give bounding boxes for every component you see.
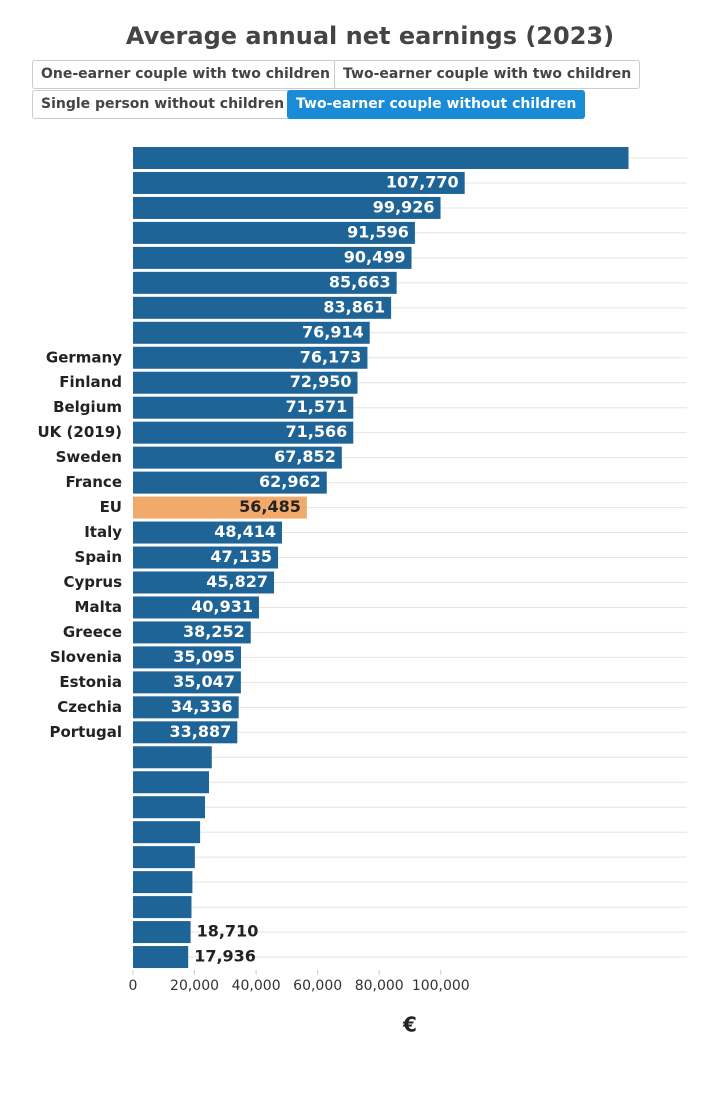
value-label: 90,499 bbox=[344, 247, 406, 266]
bar bbox=[133, 471, 327, 494]
bar bbox=[133, 147, 629, 169]
bar bbox=[133, 696, 239, 719]
bar bbox=[133, 621, 251, 644]
value-label: 91,596 bbox=[347, 222, 409, 241]
x-tick-label: 0 bbox=[129, 978, 138, 994]
y-tick-label: Germany bbox=[46, 348, 122, 366]
value-label: 47,135 bbox=[210, 547, 272, 566]
value-label: 99,926 bbox=[373, 197, 435, 216]
bar bbox=[133, 221, 415, 244]
value-label: 35,095 bbox=[173, 647, 235, 666]
value-label: 18,710 bbox=[197, 922, 259, 941]
bar bbox=[133, 946, 189, 969]
y-tick-label: Greece bbox=[63, 623, 122, 641]
bar bbox=[133, 496, 307, 519]
value-label: 71,571 bbox=[286, 397, 348, 416]
y-tick-label: France bbox=[65, 473, 122, 491]
value-label: 76,914 bbox=[302, 322, 364, 341]
bar bbox=[133, 646, 242, 669]
y-tick-label: Portugal bbox=[49, 723, 122, 741]
y-tick-label: Malta bbox=[75, 598, 122, 616]
bar bbox=[133, 446, 342, 469]
bar bbox=[133, 871, 193, 894]
bar bbox=[133, 371, 358, 394]
value-label: 33,887 bbox=[170, 722, 232, 741]
x-tick-label: 60,000 bbox=[293, 978, 342, 994]
value-label: 48,414 bbox=[214, 522, 276, 541]
x-tick-label: 40,000 bbox=[232, 978, 281, 994]
bar bbox=[133, 521, 283, 544]
bar bbox=[133, 771, 210, 794]
bar bbox=[133, 821, 201, 844]
y-tick-label: EU bbox=[100, 498, 122, 516]
value-label: 56,485 bbox=[239, 497, 301, 516]
bar bbox=[133, 796, 206, 819]
bar bbox=[133, 321, 370, 344]
bar bbox=[133, 396, 354, 419]
value-label: 71,566 bbox=[286, 422, 348, 441]
y-tick-label: Estonia bbox=[59, 673, 122, 691]
value-label: 40,931 bbox=[191, 597, 253, 616]
value-label: 107,770 bbox=[386, 172, 459, 191]
bar bbox=[133, 596, 259, 619]
value-label: 72,950 bbox=[290, 372, 352, 391]
bar bbox=[133, 671, 241, 694]
value-label: 67,852 bbox=[274, 447, 336, 466]
bar bbox=[133, 746, 212, 769]
toggle-button[interactable]: Single person without children bbox=[32, 90, 294, 119]
y-tick-label: Sweden bbox=[56, 448, 122, 466]
bar bbox=[133, 246, 412, 269]
bar bbox=[133, 721, 238, 744]
value-label: 83,861 bbox=[323, 297, 385, 316]
bar bbox=[133, 921, 191, 944]
bar bbox=[133, 896, 192, 919]
bar bbox=[133, 296, 392, 319]
bar bbox=[133, 171, 465, 194]
y-tick-label: Spain bbox=[75, 548, 122, 566]
bar bbox=[133, 196, 441, 219]
y-tick-label: Slovenia bbox=[50, 648, 122, 666]
value-label: 34,336 bbox=[171, 697, 233, 716]
bar bbox=[133, 846, 195, 869]
value-label: 17,936 bbox=[194, 947, 256, 966]
toggle-button[interactable]: Two-earner couple without children bbox=[287, 90, 586, 119]
bar bbox=[133, 421, 354, 444]
y-tick-label: Belgium bbox=[53, 398, 122, 416]
value-label: 45,827 bbox=[206, 572, 268, 591]
y-tick-label: UK (2019) bbox=[38, 423, 123, 441]
value-label: 35,047 bbox=[173, 672, 235, 691]
value-label: 38,252 bbox=[183, 622, 245, 641]
x-tick-label: 80,000 bbox=[355, 978, 404, 994]
bar bbox=[133, 571, 275, 594]
bar bbox=[133, 271, 397, 294]
y-tick-label: Cyprus bbox=[63, 573, 122, 591]
y-tick-label: Czechia bbox=[57, 698, 122, 716]
bar bbox=[133, 546, 279, 569]
bar bbox=[133, 346, 368, 369]
toggle-button[interactable]: One-earner couple with two children bbox=[32, 60, 339, 89]
x-tick-label: 20,000 bbox=[170, 978, 219, 994]
y-tick-label: Italy bbox=[84, 523, 122, 541]
chart-title: Average annual net earnings (2023) bbox=[126, 22, 614, 50]
toggle-button[interactable]: Two-earner couple with two children bbox=[334, 60, 641, 89]
x-tick-label: 100,000 bbox=[412, 978, 470, 994]
x-axis-label: € bbox=[402, 1013, 417, 1037]
value-label: 62,962 bbox=[259, 472, 321, 491]
y-tick-label: Finland bbox=[59, 373, 122, 391]
value-label: 76,173 bbox=[300, 347, 362, 366]
value-label: 85,663 bbox=[329, 272, 391, 291]
